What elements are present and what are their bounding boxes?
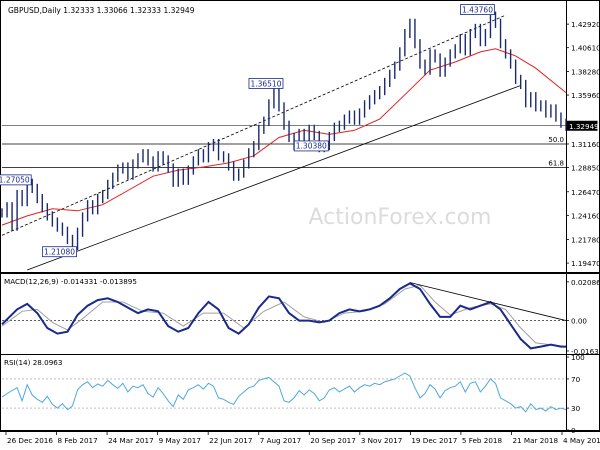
watermark: ActionForex.com [309, 205, 492, 230]
fib-level-label: 61.8 [548, 160, 564, 168]
macd-trendline [409, 282, 567, 321]
macd-tick-label: 0.00 [571, 317, 587, 326]
x-tick-label: 4 May 2018 [563, 436, 600, 445]
macd-tick-label: -0.016357 [571, 347, 600, 356]
rsi-panel: 100 70 30 0 RSI(14) 28.0963 [0, 353, 600, 435]
price-annotation-label: 1.30380 [296, 142, 327, 151]
price-annotation-box [460, 4, 495, 15]
price-tick-label: 1.35960 [571, 91, 600, 100]
price-tick-label: 1.21780 [571, 236, 600, 245]
macd-signal-line [1, 284, 567, 348]
price-panel: ActionForex.com 50.0 61.8 1.42920 1.40610 1.3… [0, 0, 600, 273]
rsi-tick-label: 30 [571, 404, 581, 413]
x-tick-label: 19 Dec 2017 [411, 436, 457, 445]
last-price-label: 1.32949 [569, 122, 599, 131]
macd-panel: 0.020861 0.00 -0.016357 MACD(12,26,9) -0.01… [0, 273, 600, 356]
price-annotation-label: 1.21080 [44, 248, 75, 257]
x-axis: 26 Dec 2016 8 Feb 2017 24 Mar 2017 9 May 20… [0, 431, 600, 445]
rsi-label: RSI(14) 28.0963 [4, 358, 62, 367]
price-annotation-box [248, 78, 284, 89]
chart-header: GBPUSD,Daily 1.32333 1.33066 1.32333 1.3… [8, 6, 195, 15]
price-annotation-label: 1.36510 [250, 79, 281, 88]
lower-channel-line [27, 85, 521, 271]
rsi-line [1, 372, 567, 413]
x-tick-label: 9 May 2017 [159, 436, 201, 445]
price-tick-label: 1.19470 [571, 259, 600, 268]
price-annotation-label: 1.43760 [462, 5, 493, 14]
price-tick-label: 1.42920 [571, 20, 600, 29]
price-annotation-box [42, 246, 77, 258]
price-tick-label: 1.24160 [571, 211, 600, 220]
rsi-tick-label: 100 [571, 353, 585, 362]
x-tick-label: 24 Mar 2017 [108, 436, 154, 445]
rsi-tick-label: 70 [571, 375, 581, 384]
rsi-tick-label: 0 [571, 426, 576, 435]
price-frame [0, 0, 600, 273]
x-tick-label: 3 Nov 2017 [361, 436, 402, 445]
price-annotation-label: 1.27050 [0, 176, 30, 185]
fib-level-label: 50.0 [548, 136, 564, 144]
price-tick-label: 1.38280 [571, 67, 600, 76]
x-tick-label: 22 Jun 2017 [209, 436, 252, 445]
price-annotation-box [293, 140, 329, 152]
upper-channel-line [1, 14, 506, 236]
x-tick-label: 21 Mar 2018 [512, 436, 558, 445]
x-tick-label: 8 Feb 2017 [58, 436, 98, 445]
price-annotation-box [0, 174, 32, 186]
price-tick-label: 1.28850 [571, 164, 600, 173]
macd-tick-label: 0.020861 [571, 278, 600, 287]
x-tick-label: 5 Feb 2018 [462, 436, 503, 445]
price-tick-label: 1.40610 [571, 44, 600, 53]
price-bars [1, 11, 567, 251]
price-tick-label: 1.31160 [571, 140, 600, 149]
x-tick-label: 26 Dec 2016 [7, 436, 53, 445]
rsi-frame [0, 354, 600, 431]
x-tick-label: 20 Sep 2017 [310, 436, 356, 445]
last-price-box [566, 120, 598, 131]
macd-line [1, 282, 566, 350]
price-tick-label: 1.26470 [571, 188, 600, 197]
macd-label: MACD(12,26,9) -0.014331 -0.013895 [4, 277, 137, 286]
x-tick-label: 7 Aug 2017 [260, 436, 301, 445]
